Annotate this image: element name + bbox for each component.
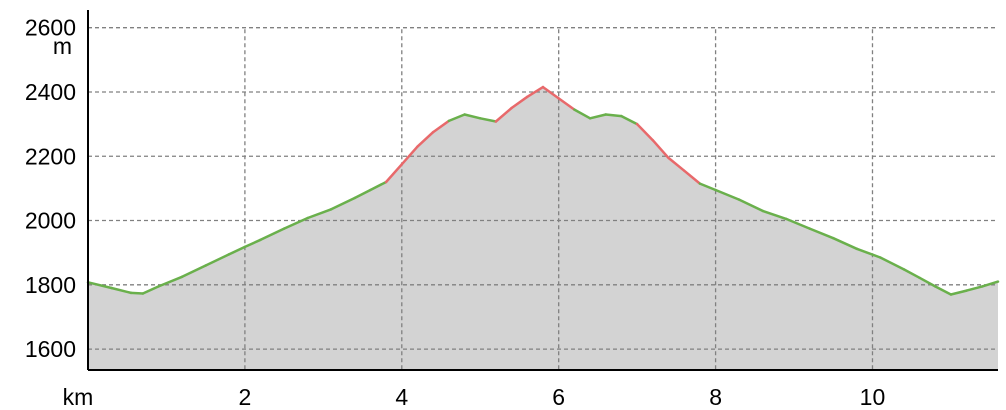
elevation-line-segment bbox=[832, 236, 859, 251]
elevation-line-segment bbox=[526, 85, 545, 99]
elevation-line-segment bbox=[259, 227, 286, 242]
elevation-line-segment bbox=[86, 281, 113, 290]
grid-lines bbox=[88, 27, 998, 370]
tick-labels: 1600 1800 2000 2200 2400 2600 2 4 6 8 10 bbox=[25, 15, 885, 410]
y-tick-label: 2200 bbox=[25, 143, 76, 169]
x-tick-label: 2 bbox=[238, 384, 251, 410]
elevation-line-segment bbox=[682, 169, 702, 185]
elevation-line-segment bbox=[784, 217, 811, 230]
elevation-line-segment bbox=[604, 113, 623, 118]
elevation-line-segment bbox=[157, 275, 184, 288]
elevation-area bbox=[88, 87, 998, 370]
elevation-line-segment bbox=[204, 253, 231, 267]
elevation-line-segment bbox=[329, 196, 356, 211]
y-tick-label: 2600 bbox=[25, 15, 76, 41]
elevation-line-segment bbox=[227, 245, 247, 256]
elevation-line-segment bbox=[282, 216, 309, 230]
x-tick-label: 6 bbox=[552, 384, 565, 410]
elevation-line-segment bbox=[761, 209, 788, 221]
elevation-line-segment bbox=[855, 247, 882, 259]
elevation-line-segment bbox=[541, 85, 560, 100]
elevation-line-segment bbox=[180, 264, 207, 279]
x-tick-label: 8 bbox=[709, 384, 722, 410]
elevation-line-segment bbox=[949, 289, 968, 296]
elevation-line-segment bbox=[933, 285, 953, 296]
elevation-line-segment bbox=[808, 227, 835, 240]
elevation-line-segment bbox=[494, 106, 513, 123]
elevation-line-segment bbox=[620, 114, 639, 126]
elevation-line-segment bbox=[698, 182, 717, 192]
elevation-line-segment bbox=[110, 286, 133, 295]
elevation-line-segment bbox=[737, 198, 764, 213]
elevation-line bbox=[86, 85, 1000, 296]
elevation-line-segment bbox=[306, 208, 333, 220]
x-axis-unit-label: km bbox=[63, 384, 94, 410]
elevation-line-segment bbox=[714, 188, 741, 201]
elevation-line-segment bbox=[635, 122, 655, 142]
elevation-line-segment bbox=[478, 117, 498, 123]
elevation-line-segment bbox=[588, 113, 608, 120]
y-axis-unit-label: m bbox=[53, 33, 72, 59]
elevation-line-segment bbox=[416, 130, 435, 148]
elevation-line-segment bbox=[353, 188, 372, 200]
elevation-line-segment bbox=[141, 285, 160, 295]
elevation-line-segment bbox=[243, 238, 262, 249]
y-tick-label: 2000 bbox=[25, 208, 76, 234]
elevation-line-segment bbox=[651, 138, 670, 160]
elevation-line-segment bbox=[573, 108, 592, 120]
elevation-line-segment bbox=[463, 113, 482, 120]
y-tick-label: 2400 bbox=[25, 79, 76, 105]
x-tick-label: 10 bbox=[860, 384, 886, 410]
elevation-line-segment bbox=[447, 113, 466, 123]
elevation-line-segment bbox=[384, 163, 404, 184]
elevation-line-segment bbox=[510, 95, 529, 110]
elevation-line-segment bbox=[369, 180, 388, 192]
elevation-line-segment bbox=[129, 291, 145, 295]
elevation-line-segment bbox=[965, 285, 984, 292]
x-tick-label: 4 bbox=[395, 384, 408, 410]
elevation-line-segment bbox=[879, 256, 906, 271]
elevation-line-segment bbox=[431, 119, 451, 134]
elevation-fill-area bbox=[88, 87, 998, 370]
elevation-line-segment bbox=[400, 145, 419, 166]
elevation-line-segment bbox=[918, 276, 937, 288]
y-tick-label: 1600 bbox=[25, 336, 76, 362]
elevation-line-segment bbox=[557, 97, 576, 111]
y-tick-label: 1800 bbox=[25, 272, 76, 298]
elevation-line-segment bbox=[902, 268, 921, 280]
elevation-line-segment bbox=[981, 280, 1000, 288]
elevation-line-segment bbox=[667, 156, 686, 172]
